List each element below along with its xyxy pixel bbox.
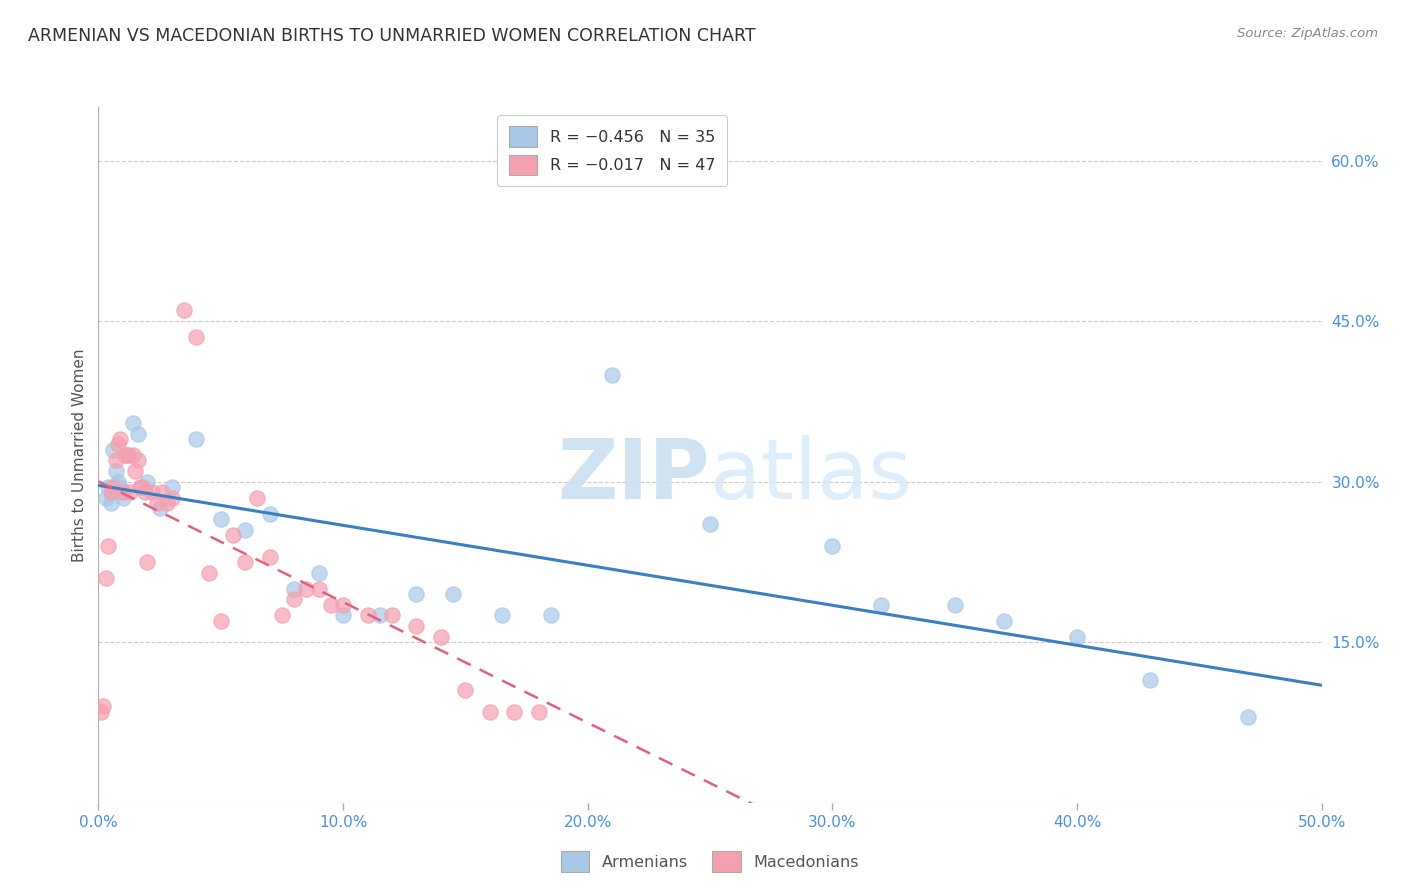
Point <box>117 448 139 462</box>
Point <box>121 416 143 430</box>
Point <box>283 592 305 607</box>
Point <box>104 453 127 467</box>
Point <box>368 608 391 623</box>
Point <box>405 587 427 601</box>
Point <box>186 432 208 446</box>
Point <box>233 523 256 537</box>
Point <box>332 598 354 612</box>
Point <box>97 480 120 494</box>
Point <box>149 501 172 516</box>
Point <box>209 614 232 628</box>
Point <box>283 582 305 596</box>
Point <box>117 448 139 462</box>
Point <box>356 608 378 623</box>
Point <box>100 485 122 500</box>
Point <box>332 608 354 623</box>
Point <box>993 614 1015 628</box>
Point <box>111 491 134 505</box>
Point <box>527 705 550 719</box>
Point <box>246 491 269 505</box>
Point <box>540 608 562 623</box>
Point <box>146 496 169 510</box>
Point <box>134 485 156 500</box>
Text: atlas: atlas <box>710 435 911 516</box>
Point <box>197 566 219 580</box>
Point <box>100 496 122 510</box>
Point <box>136 475 159 489</box>
Point <box>295 582 318 596</box>
Point <box>821 539 844 553</box>
Legend: Armenians, Macedonians: Armenians, Macedonians <box>554 845 866 879</box>
Point <box>94 571 117 585</box>
Point <box>101 442 124 457</box>
Point <box>160 480 183 494</box>
Point <box>129 480 152 494</box>
Point <box>121 448 143 462</box>
Point <box>127 426 149 441</box>
Point <box>141 485 163 500</box>
Point <box>491 608 513 623</box>
Point <box>600 368 623 382</box>
Point <box>110 480 132 494</box>
Point <box>270 608 294 623</box>
Point <box>107 475 129 489</box>
Point <box>943 598 966 612</box>
Point <box>131 480 153 494</box>
Point <box>173 303 195 318</box>
Point <box>136 555 159 569</box>
Point <box>259 549 281 564</box>
Point <box>160 491 183 505</box>
Point <box>90 705 112 719</box>
Point <box>308 566 330 580</box>
Point <box>104 464 127 478</box>
Point <box>97 539 120 553</box>
Point <box>156 496 179 510</box>
Text: ARMENIAN VS MACEDONIAN BIRTHS TO UNMARRIED WOMEN CORRELATION CHART: ARMENIAN VS MACEDONIAN BIRTHS TO UNMARRI… <box>28 27 756 45</box>
Point <box>150 485 173 500</box>
Point <box>127 453 149 467</box>
Point <box>94 491 117 505</box>
Point <box>114 448 136 462</box>
Point <box>101 480 124 494</box>
Point <box>259 507 281 521</box>
Point <box>454 683 477 698</box>
Point <box>699 517 721 532</box>
Point <box>381 608 404 623</box>
Point <box>186 330 208 344</box>
Point <box>120 485 142 500</box>
Point <box>430 630 453 644</box>
Point <box>478 705 501 719</box>
Point <box>110 432 132 446</box>
Point <box>209 512 232 526</box>
Point <box>91 699 114 714</box>
Point <box>233 555 256 569</box>
Text: ZIP: ZIP <box>558 435 710 516</box>
Point <box>1237 710 1260 724</box>
Point <box>308 582 330 596</box>
Point <box>111 485 134 500</box>
Point <box>1139 673 1161 687</box>
Point <box>405 619 427 633</box>
Point <box>124 464 146 478</box>
Point <box>222 528 245 542</box>
Point <box>503 705 526 719</box>
Point <box>1066 630 1088 644</box>
Point <box>870 598 893 612</box>
Point <box>107 437 129 451</box>
Point <box>441 587 464 601</box>
Text: Source: ZipAtlas.com: Source: ZipAtlas.com <box>1237 27 1378 40</box>
Y-axis label: Births to Unmarried Women: Births to Unmarried Women <box>72 348 87 562</box>
Point <box>319 598 342 612</box>
